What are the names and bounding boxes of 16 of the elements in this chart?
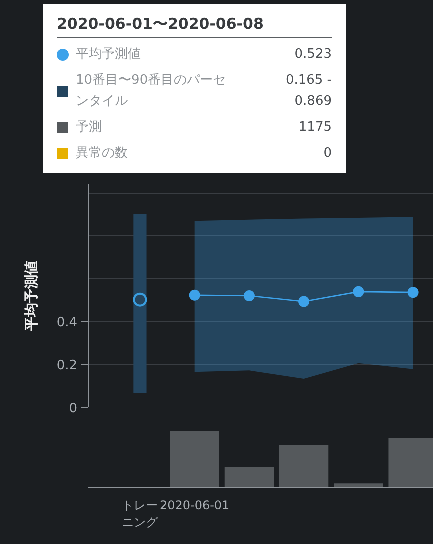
y-axis-title: 平均予測値 [24,261,40,332]
bar [334,484,384,488]
point [189,290,200,301]
y-tick-label: 0 [69,402,78,416]
y-tick-label: 0.4 [56,316,78,331]
bar [224,467,274,488]
point [298,296,310,308]
point [244,290,255,302]
bar [279,446,329,488]
y-tick-label: 0.2 [56,358,78,374]
point [408,287,419,298]
point [353,286,364,298]
x-tick-label: 2020-06-01 [160,498,230,512]
x-tick-label: トレーニング [122,498,160,530]
bar [170,432,220,488]
point [133,292,148,307]
